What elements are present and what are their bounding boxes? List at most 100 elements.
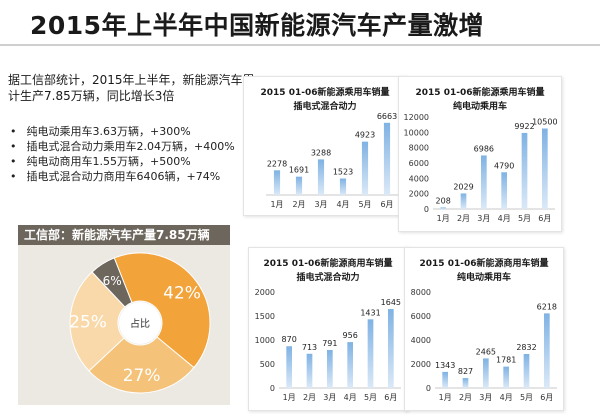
chart-phev-commercial: 2015 01-06新能源商用车销量 插电式混合动力 0 500 1000 1500 2… [248, 247, 408, 411]
data-label: 9922 [514, 122, 534, 131]
bar [462, 378, 469, 388]
y-tick-label: 4000 [409, 174, 429, 183]
bar-chart: 0 2000 4000 6000 8000 10000 12000 208 1月 2029 2月 69… [404, 113, 558, 223]
y-tick-label: 2000 [411, 360, 431, 369]
data-label: 827 [458, 367, 473, 376]
y-tick-label: 8000 [411, 288, 431, 297]
y-tick-label: 6000 [411, 312, 431, 321]
x-tick-label: 3月 [323, 393, 336, 402]
bar-chart: 0 2000 4000 6000 8000 1343 1月 827 2月 2465 3月 1781 4月… [411, 288, 557, 402]
x-tick-label: 2月 [459, 393, 472, 402]
data-label: 10500 [532, 118, 557, 127]
y-tick-label: 2000 [255, 288, 275, 297]
data-label: 713 [302, 343, 317, 352]
y-tick-label: 1000 [255, 336, 275, 345]
data-label: 6663 [377, 112, 397, 121]
y-tick-label: 1500 [255, 312, 275, 321]
data-label: 1781 [496, 356, 516, 365]
x-tick-label: 2月 [292, 200, 305, 209]
bar-chart: 2278 1月 1691 2月 3288 3月 1523 4月 4923 5月 6663 6月 [266, 112, 398, 209]
page-title: 2015年上半年中国新能源汽车产量激增 [30, 11, 485, 40]
title-divider [0, 44, 600, 46]
pie-slice [113, 252, 211, 369]
data-label: 3288 [311, 148, 331, 157]
data-label: 4923 [355, 131, 375, 140]
chart-bev-commercial: 2015 01-06新能源商用车销量 纯电动乘用车 0 2000 4000 6000 8… [404, 247, 564, 411]
bar [501, 172, 508, 209]
bullet-list: 纯电动乘用车3.63万辆，+300% 插电式混合动力乘用车2.04万辆，+400… [10, 124, 260, 184]
y-tick-label: 8000 [409, 144, 429, 153]
data-label: 1691 [289, 166, 309, 175]
bar [440, 207, 447, 209]
chart-subtitle: 插电式混合动力 [293, 102, 357, 112]
y-tick-label: 0 [426, 384, 431, 393]
bar [541, 128, 548, 209]
bar [521, 132, 528, 209]
x-tick-label: 6月 [538, 214, 551, 223]
data-label: 2465 [476, 347, 496, 356]
bar [273, 170, 281, 195]
data-label: 1343 [435, 361, 455, 370]
bar [361, 141, 369, 195]
chart-bev-passenger: 2015 01-06新能源乘用车销量 纯电动乘用车 0 2000 4000 6000 8… [398, 76, 562, 232]
data-label: 2029 [453, 182, 473, 191]
x-tick-label: 2月 [303, 393, 316, 402]
data-label: 1523 [333, 168, 353, 177]
data-label: 2832 [516, 343, 536, 352]
y-tick-label: 6000 [409, 159, 429, 168]
y-tick-label: 4000 [411, 336, 431, 345]
bar [367, 319, 374, 388]
pie-percent-label: 25% [69, 312, 107, 332]
data-label: 208 [436, 196, 451, 205]
bar [543, 313, 550, 388]
pie-percent-label: 6% [103, 274, 122, 288]
intro-text: 据工信部统计，2015年上半年，新能源汽车累计生产7.85万辆，同比增长3倍 [8, 73, 255, 103]
chart-subtitle: 插电式混合动力 [296, 273, 360, 283]
y-tick-label: 0 [270, 384, 275, 393]
bar [482, 358, 489, 388]
x-tick-label: 6月 [540, 393, 553, 402]
bullet-item: 插电式混合动力乘用车2.04万辆，+400% [10, 139, 260, 154]
x-tick-label: 3月 [477, 214, 490, 223]
data-label: 1645 [381, 298, 401, 307]
pie-percent-label: 27% [123, 366, 161, 386]
data-label: 791 [322, 339, 337, 348]
y-tick-label: 2000 [409, 190, 429, 199]
x-tick-label: 5月 [518, 214, 531, 223]
bar [326, 350, 333, 388]
data-label: 6218 [537, 302, 557, 311]
bar-chart: 0 500 1000 1500 2000 870 1月 713 2月 791 3月 956 4月 1431… [255, 288, 401, 402]
data-label: 4790 [494, 161, 514, 170]
bullet-item: 纯电动乘用车3.63万辆，+300% [10, 124, 260, 139]
x-tick-label: 5月 [520, 393, 533, 402]
bar [480, 155, 487, 209]
bar [523, 354, 530, 388]
bar [339, 178, 347, 195]
bar [347, 342, 354, 388]
y-tick-label: 0 [424, 205, 429, 214]
x-tick-label: 6月 [380, 200, 393, 209]
y-tick-label: 10000 [404, 128, 429, 137]
y-tick-label: 500 [260, 360, 275, 369]
x-tick-label: 4月 [498, 214, 511, 223]
data-label: 870 [282, 335, 297, 344]
bar [286, 346, 293, 388]
chart-phev-passenger: 2015 01-06新能源乘用车销量 插电式混合动力 2278 1月 1691 2月 3… [243, 76, 407, 216]
pie-slice [88, 336, 195, 394]
bar [295, 176, 303, 195]
bar [442, 371, 449, 388]
bar [503, 366, 510, 388]
pie-slice [91, 257, 133, 308]
x-tick-label: 6月 [384, 393, 397, 402]
x-tick-label: 2月 [457, 214, 470, 223]
x-tick-label: 4月 [500, 393, 513, 402]
pie-center-label: 占比 [130, 317, 150, 330]
x-tick-label: 1月 [283, 393, 296, 402]
pie-center [119, 302, 161, 344]
x-tick-label: 4月 [344, 393, 357, 402]
bar [460, 193, 467, 209]
pie-banner: 工信部：新能源汽车产量7.85万辆 [18, 225, 230, 245]
x-tick-label: 3月 [479, 393, 492, 402]
x-tick-label: 3月 [314, 200, 327, 209]
y-tick-label: 12000 [404, 113, 429, 122]
